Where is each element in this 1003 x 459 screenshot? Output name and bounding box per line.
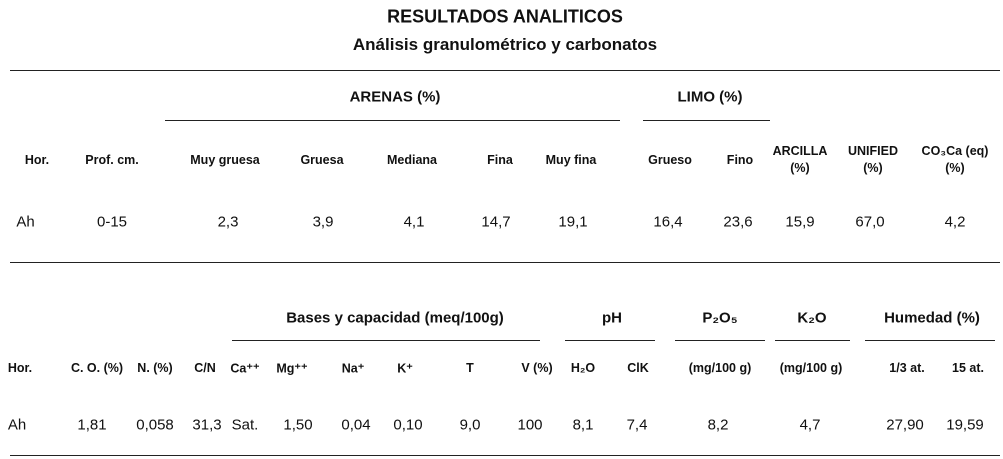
title: RESULTADOS ANALITICOS	[387, 6, 623, 27]
group-header: Bases y capacidad (meq/100g)	[286, 309, 504, 327]
column-header: Prof. cm.	[85, 153, 139, 167]
column-header: Gruesa	[300, 153, 344, 167]
group-rule	[643, 120, 770, 121]
column-header: Grueso	[648, 153, 692, 167]
rule	[10, 455, 1000, 456]
cell: 31,3	[192, 416, 222, 434]
cell: 67,0	[855, 213, 885, 231]
column-header: (mg/100 g)	[779, 361, 843, 375]
group-rule	[565, 340, 655, 341]
cell: 100	[517, 416, 543, 434]
cell: 7,4	[626, 416, 648, 434]
column-header: (mg/100 g)	[688, 361, 752, 375]
group-rule	[775, 340, 850, 341]
cell: 15,9	[785, 213, 815, 231]
column-header: Mg⁺⁺	[276, 361, 308, 376]
column-header: Fino	[726, 153, 754, 167]
cell: 0-15	[96, 213, 128, 231]
group-rule	[165, 120, 620, 121]
cell: 1,81	[77, 416, 107, 434]
column-header: Hor.	[7, 361, 33, 375]
column-header: Muy gruesa	[190, 153, 260, 167]
cell: Sat.	[231, 416, 259, 434]
cell: 19,1	[558, 213, 588, 231]
column-header: C/N	[194, 361, 216, 375]
group-header: LIMO (%)	[677, 88, 743, 106]
rule	[10, 70, 1000, 71]
subtitle: Análisis granulométrico y carbonatos	[352, 35, 658, 54]
group-header: K₂O	[797, 309, 827, 327]
column-header: ClK	[627, 361, 649, 375]
column-header: T	[466, 361, 474, 375]
column-header: H₂O	[570, 361, 596, 375]
group-header: pH	[602, 309, 622, 327]
column-header: Ca⁺⁺	[230, 361, 260, 376]
group-rule	[675, 340, 765, 341]
cell: 8,2	[707, 416, 729, 434]
cell: 2,3	[217, 213, 239, 231]
column-header: Muy fina	[545, 153, 597, 167]
column-header: V (%)	[521, 361, 553, 375]
cell: Ah	[16, 213, 35, 231]
column-header: N. (%)	[137, 361, 173, 375]
group-header: P₂O₅	[702, 309, 738, 327]
cell: 4,1	[403, 213, 425, 231]
cell: 0,04	[341, 416, 371, 434]
cell: 0,10	[393, 416, 423, 434]
cell: 1,50	[283, 416, 313, 434]
column-header: 15 at.	[952, 361, 984, 375]
column-header: CO₃Ca (eq) (%)	[921, 144, 989, 175]
cell: 4,2	[944, 213, 966, 231]
cell: 23,6	[723, 213, 753, 231]
group-header: ARENAS (%)	[349, 88, 441, 106]
column-header: ARCILLA (%)	[772, 144, 828, 175]
cell: 19,59	[946, 416, 984, 434]
column-header: C. O. (%)	[70, 361, 124, 375]
cell: 27,90	[886, 416, 924, 434]
cell: 0,058	[136, 416, 174, 434]
column-header: Na⁺	[341, 361, 365, 376]
rule	[10, 262, 1000, 263]
cell: Ah	[7, 416, 27, 434]
column-header: K⁺	[397, 361, 413, 376]
group-rule	[232, 340, 540, 341]
cell: 3,9	[312, 213, 334, 231]
column-header: Mediana	[386, 153, 438, 167]
cell: 8,1	[572, 416, 594, 434]
column-header: Hor.	[24, 153, 50, 167]
group-header: Humedad (%)	[884, 309, 980, 327]
cell: 14,7	[481, 213, 511, 231]
group-rule	[865, 340, 995, 341]
cell: 9,0	[459, 416, 481, 434]
column-header: UNIFIED (%)	[848, 144, 898, 175]
cell: 16,4	[653, 213, 683, 231]
cell: 4,7	[799, 416, 821, 434]
column-header: 1/3 at.	[889, 361, 925, 375]
column-header: Fina	[487, 153, 513, 167]
